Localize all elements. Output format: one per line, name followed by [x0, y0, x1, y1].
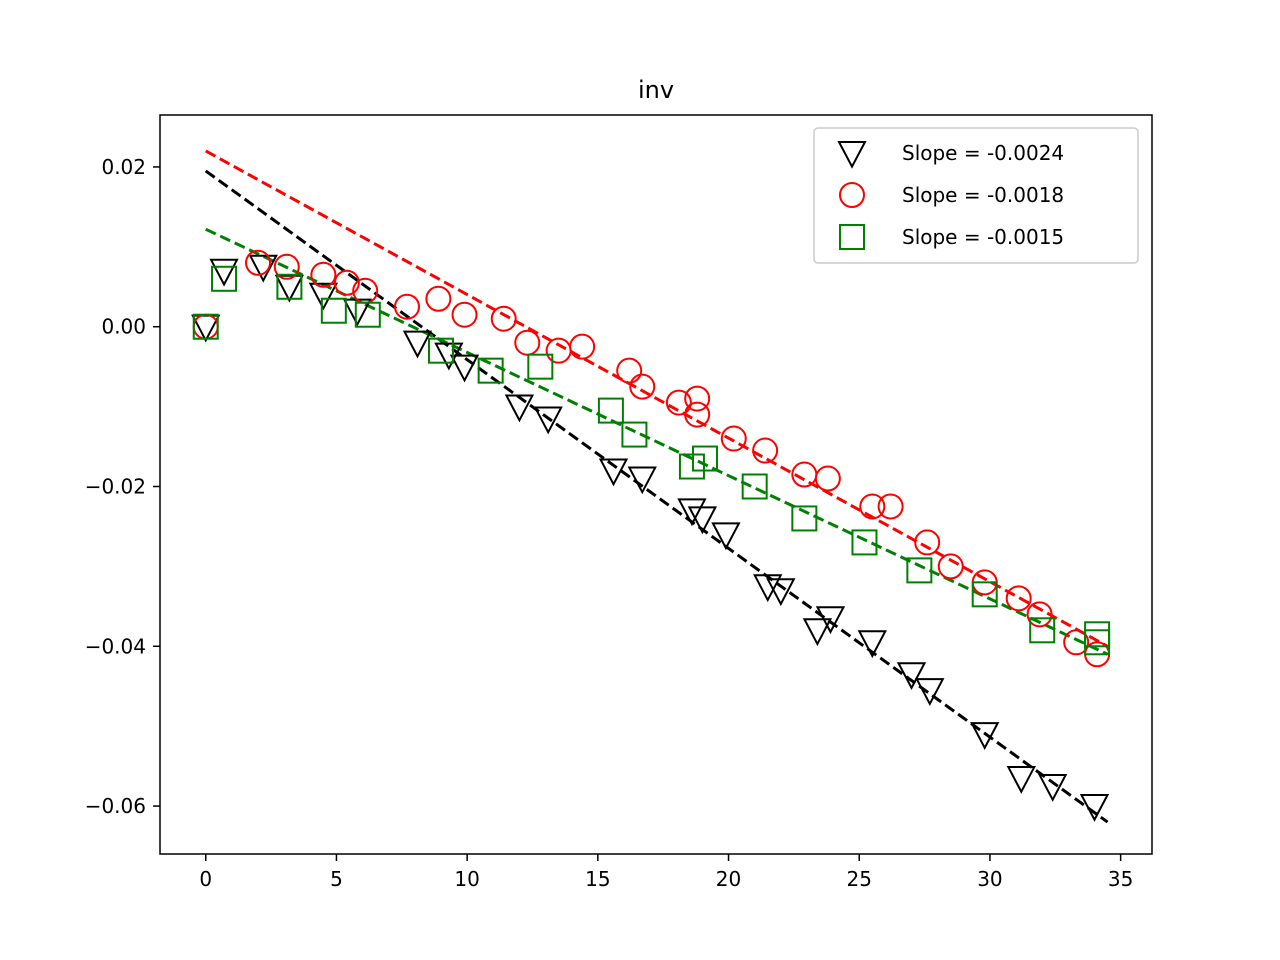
data-point-0-9 — [504, 394, 535, 423]
data-point-0-4 — [308, 282, 339, 311]
data-point-0-17 — [766, 578, 796, 607]
data-point-0-13 — [677, 498, 707, 527]
data-point-2-19 — [1084, 629, 1111, 656]
data-point-0-20 — [857, 630, 887, 659]
x-tick-label-7: 35 — [1108, 867, 1133, 891]
data-point-1-7 — [425, 285, 452, 312]
data-point-1-15 — [665, 389, 692, 416]
data-point-2-2 — [276, 273, 303, 300]
data-point-1-12 — [569, 333, 596, 360]
data-point-1-4 — [333, 269, 360, 296]
y-tick-label-2: −0.02 — [85, 474, 146, 498]
data-point-2-17 — [1029, 617, 1056, 644]
data-point-0-12 — [627, 466, 657, 495]
chart-title: inv — [638, 76, 674, 104]
x-tick-label-3: 15 — [585, 867, 610, 891]
legend-label-2: Slope = -0.0015 — [902, 225, 1064, 249]
data-point-2-3 — [320, 297, 347, 324]
axes-frame — [159, 114, 1153, 855]
data-point-1-13 — [616, 357, 643, 384]
data-point-0-19 — [815, 606, 846, 635]
data-point-2-15 — [906, 557, 933, 584]
data-point-2-13 — [791, 505, 818, 532]
legend: Slope = -0.0024 Slope = -0.0018 Slope = -0… — [813, 127, 1139, 264]
data-point-2-0 — [192, 313, 219, 340]
data-point-1-9 — [490, 305, 517, 332]
legend-label-0: Slope = -0.0024 — [902, 141, 1064, 165]
x-tick-label-1: 5 — [330, 867, 343, 891]
data-point-2-12 — [741, 473, 768, 500]
data-point-0-14 — [687, 506, 718, 535]
data-point-0-26 — [1079, 794, 1110, 822]
data-point-2-4 — [354, 301, 381, 328]
legend-box — [813, 127, 1139, 264]
x-tick-label-6: 30 — [977, 867, 1002, 891]
data-point-1-16 — [684, 385, 711, 412]
data-point-2-7 — [527, 353, 554, 380]
data-point-1-2 — [273, 253, 300, 280]
data-point-2-8 — [597, 397, 624, 424]
data-point-1-6 — [394, 293, 421, 320]
x-tick-label-5: 25 — [847, 867, 872, 891]
axes: 0 5 10 15 20 25 30 35 0.02 0.00 −0.02 −0.04 −0.06 — [85, 155, 1134, 891]
data-point-0-25 — [1038, 774, 1068, 802]
data-point-1-27 — [1005, 585, 1032, 612]
data-point-2-14 — [851, 529, 878, 556]
data-point-2-6 — [477, 357, 504, 384]
data-point-1-10 — [514, 329, 541, 356]
x-tick-label-2: 10 — [454, 867, 479, 891]
data-point-2-9 — [621, 421, 648, 448]
data-point-1-8 — [451, 301, 478, 328]
data-point-1-29 — [1063, 629, 1090, 656]
data-point-1-14 — [629, 373, 656, 400]
data-point-1-28 — [1026, 601, 1053, 628]
x-tick-label-4: 20 — [716, 867, 741, 891]
data-point-2-16 — [971, 581, 998, 608]
legend-marker-2 — [839, 224, 865, 250]
data-point-0-21 — [896, 662, 927, 691]
plot-area — [191, 149, 1111, 824]
fit-line-0 — [204, 169, 1109, 824]
data-point-0-18 — [802, 618, 833, 647]
legend-marker-0 — [837, 140, 867, 169]
data-point-0-10 — [533, 406, 563, 435]
data-point-0-23 — [970, 722, 1000, 750]
data-point-1-18 — [720, 425, 747, 452]
data-point-1-24 — [914, 529, 941, 556]
data-point-1-23 — [877, 493, 904, 520]
fit-line-1 — [205, 149, 1109, 648]
y-tick-label-0: 0.02 — [101, 155, 146, 179]
data-point-2-1 — [211, 265, 238, 292]
legend-label-1: Slope = -0.0018 — [902, 183, 1064, 207]
legend-marker-1 — [839, 182, 865, 208]
data-point-1-25 — [937, 553, 964, 580]
data-point-2-10 — [678, 453, 705, 480]
data-point-0-11 — [598, 458, 629, 487]
data-point-0-22 — [915, 678, 945, 707]
x-tick-label-0: 0 — [199, 867, 212, 891]
data-point-1-3 — [310, 261, 337, 288]
y-tick-label-1: 0.00 — [101, 315, 146, 339]
data-point-1-22 — [859, 493, 886, 520]
data-point-1-17 — [684, 401, 711, 428]
data-point-2-11 — [692, 445, 719, 472]
data-point-0-1 — [209, 258, 239, 287]
data-point-2-5 — [428, 337, 455, 364]
data-point-0-16 — [753, 574, 783, 603]
data-point-1-21 — [814, 465, 841, 492]
data-point-0-15 — [711, 522, 741, 551]
data-point-0-8 — [449, 354, 480, 383]
data-point-1-19 — [752, 437, 779, 464]
y-tick-label-3: −0.04 — [85, 634, 146, 658]
data-point-0-24 — [1006, 766, 1036, 794]
data-point-0-6 — [402, 330, 433, 359]
y-tick-label-4: −0.06 — [85, 794, 146, 818]
data-point-1-1 — [245, 249, 272, 276]
